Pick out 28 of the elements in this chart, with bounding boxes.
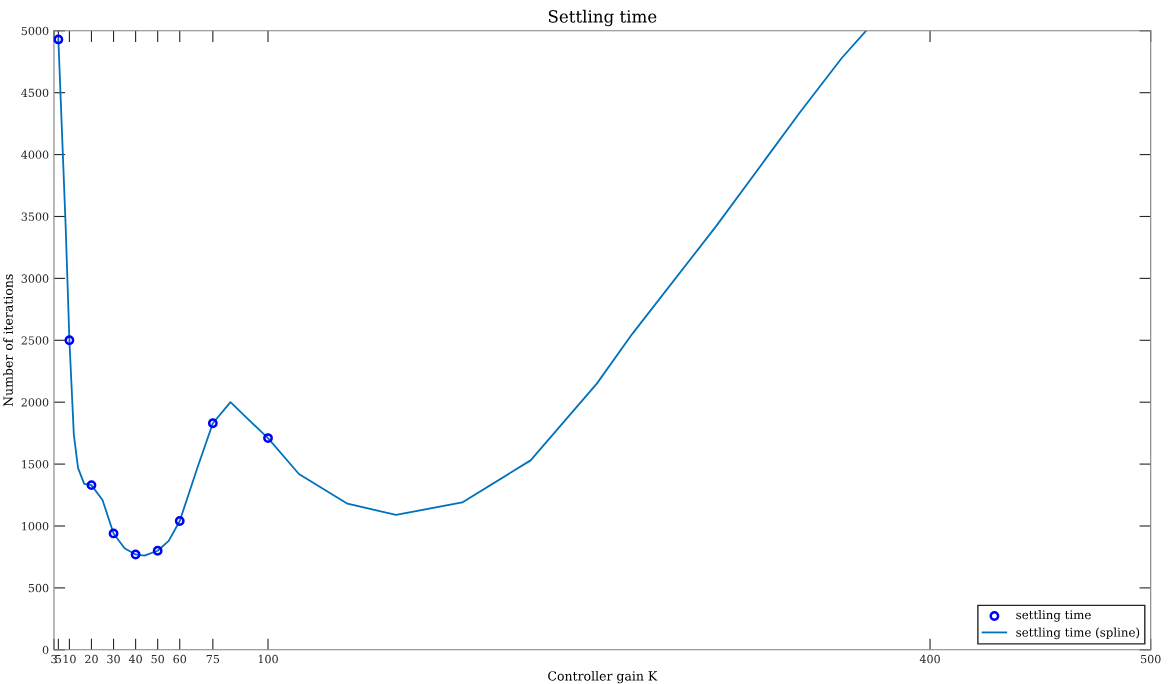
chart-title: Settling time	[548, 9, 657, 27]
y-tick-label: 1500	[22, 460, 49, 469]
y-tick-label: 4000	[21, 150, 49, 159]
x-tick-label: 20	[85, 654, 98, 664]
y-tick-label: 1000	[22, 521, 49, 531]
y-tick-label: 500	[28, 583, 49, 593]
x-tick-label: 50	[151, 654, 165, 664]
y-tick-label: 2500	[21, 336, 49, 345]
y-axis-title: Number of iterations	[3, 274, 13, 407]
x-tick-label: 3	[51, 654, 57, 664]
y-tick-label: 5000	[21, 26, 49, 36]
x-tick-label: 40	[128, 654, 142, 664]
y-tick-label: 3000	[21, 274, 49, 283]
y-tick-label: 3500	[21, 212, 49, 221]
x-tick-label: 100	[258, 654, 278, 664]
y-tick-label: 4500	[21, 88, 49, 98]
legend-label: settling time	[1016, 610, 1091, 622]
x-tick-label: 5	[55, 655, 62, 664]
x-tick-label: 500	[1141, 654, 1161, 664]
legend-label: settling time (spline)	[1016, 627, 1140, 640]
x-tick-label: 10	[63, 654, 76, 664]
y-tick-label: 2000	[21, 398, 49, 407]
x-tick-label: 400	[919, 654, 940, 664]
x-tick-label: 60	[173, 654, 187, 664]
x-tick-label: 30	[107, 654, 120, 664]
x-tick-label: 75	[206, 655, 220, 664]
x-axis-title: Controller gain K	[548, 670, 658, 684]
y-tick-label: 0	[42, 645, 49, 655]
